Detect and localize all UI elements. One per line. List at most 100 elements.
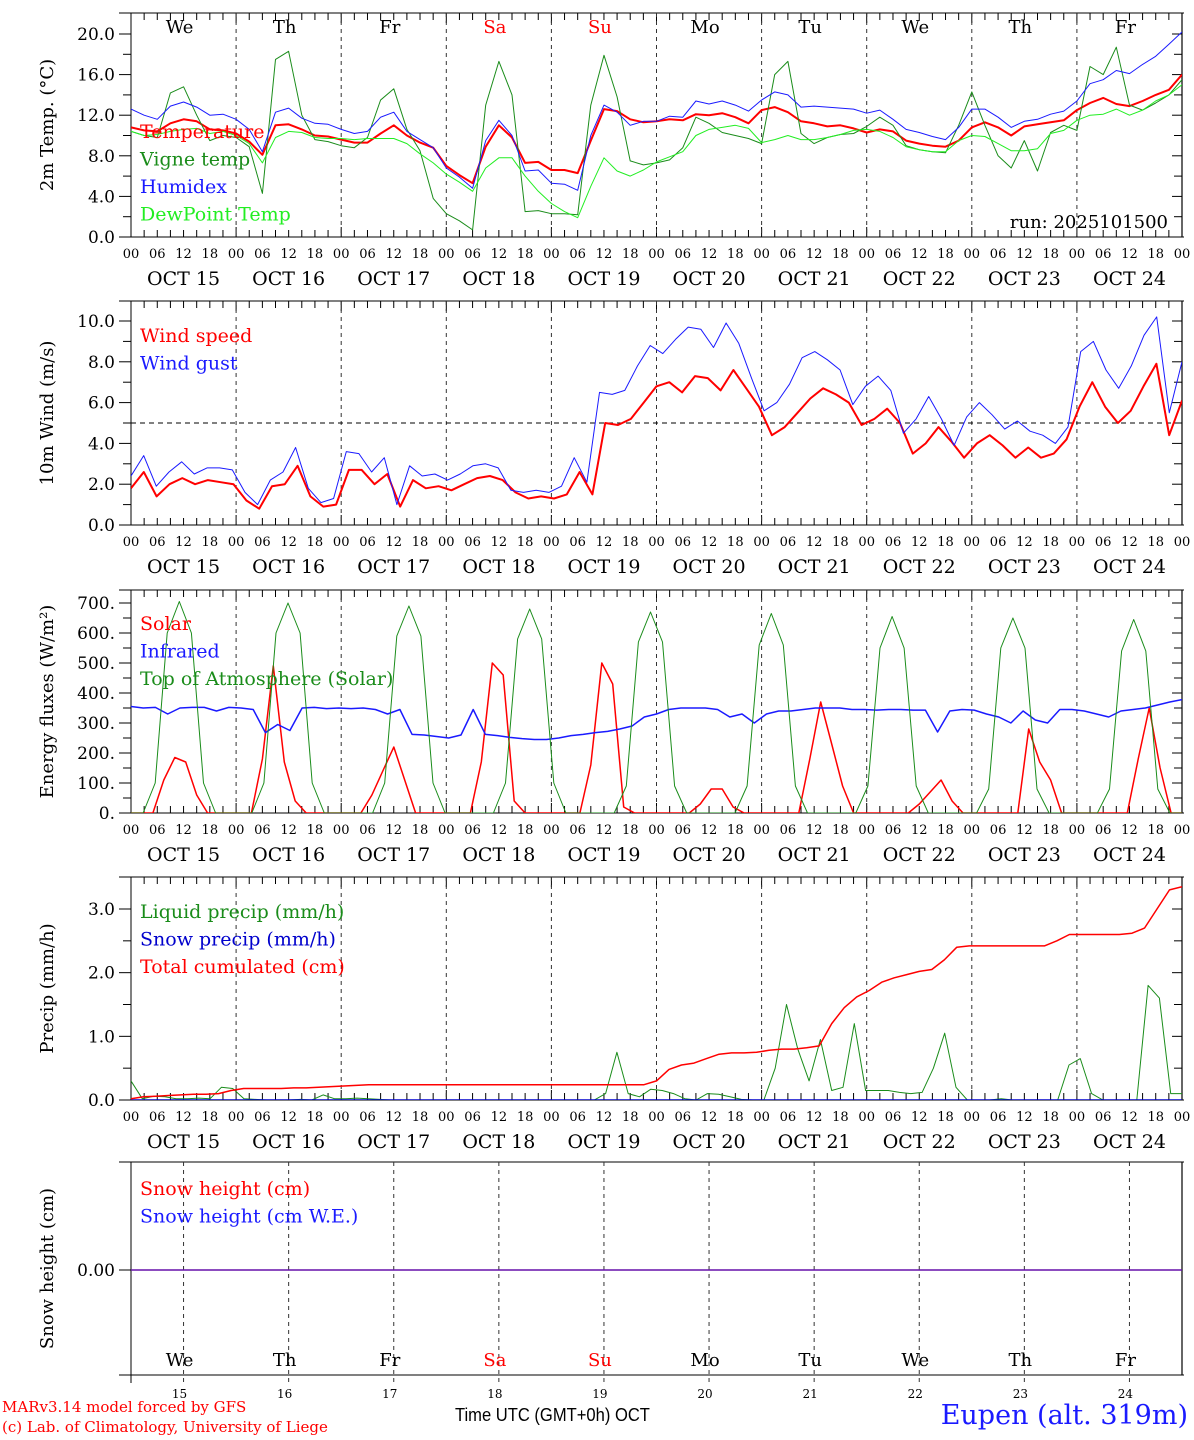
x-hour-label: 18 [937,247,954,262]
y-tick-label: 10.0 [77,312,115,332]
x-hour-label: 18 [1147,1110,1164,1125]
legend-entry: Top of Atmosphere (Solar) [140,668,393,690]
panel-4: 0.0 1.0 2.0 3.0 Precip (mm/h) Liquid precip (… [37,876,1191,1153]
x-hour-label: 18 [307,823,324,838]
x-hour-label: 12 [1016,247,1033,262]
x-hour-label: 00 [543,535,560,550]
x-date-label: OCT 20 [673,556,746,578]
x-hour-label: 06 [675,1110,692,1125]
x-hour-label: 18 [517,823,534,838]
x-hour-label: 00 [1174,535,1191,550]
x-hour-label: 12 [491,247,508,262]
x-hour-label: 12 [385,247,402,262]
panel-3: 0. 100. 200. 300. 400. 500. 600. 700. Energy flu… [37,589,1191,866]
x-hour-label: 18 [622,247,639,262]
panel-1: 0.0 4.0 8.0 12.0 16.0 20.0 2m Temp. (°C) Temper… [37,12,1190,290]
x-hour-label: 00 [964,535,981,550]
x-hour-label: 06 [464,247,481,262]
x-hour-label: 06 [254,1110,271,1125]
x-hour-label: 06 [464,1110,481,1125]
x-hour-label: 00 [648,535,665,550]
x-hour-label: 00 [333,823,350,838]
legend-entry: Vigne temp [139,149,250,171]
location-label: Eupen (alt. 319m) [940,1400,1188,1431]
x-date-label: OCT 21 [778,844,851,866]
x-hour-label: 12 [1121,247,1138,262]
y-tick-label: 300. [77,714,115,734]
x-hour-label: 06 [885,1110,902,1125]
x-hour-label: 06 [254,535,271,550]
weekday-label-bottom: We [166,1350,194,1371]
day-number-label: 17 [382,1387,397,1401]
legend-entry: Temperature [140,121,264,143]
x-hour-label: 00 [648,823,665,838]
x-hour-label: 12 [280,535,297,550]
x-hour-label: 12 [596,823,613,838]
x-hour-label: 12 [911,1110,928,1125]
day-number-label: 20 [697,1387,712,1401]
x-date-label: OCT 24 [1093,268,1166,290]
x-hour-label: 18 [832,823,849,838]
x-hour-label: 00 [228,535,245,550]
y-tick-label: 4.0 [88,187,115,207]
x-date-label: OCT 22 [883,844,956,866]
x-date-label: OCT 15 [147,556,220,578]
x-hour-label: 18 [622,1110,639,1125]
x-hour-label: 12 [806,247,823,262]
x-hour-label: 12 [806,1110,823,1125]
series-line-liquid-precip-mm-h [131,984,1182,1100]
x-hour-label: 00 [1174,1110,1191,1125]
day-number-label: 16 [277,1387,292,1401]
x-date-label: OCT 22 [883,556,956,578]
x-hour-label: 00 [964,247,981,262]
day-number-label: 24 [1118,1387,1134,1401]
x-date-label: OCT 16 [252,844,325,866]
x-date-label: OCT 24 [1093,1131,1166,1153]
x-date-label: OCT 24 [1093,844,1166,866]
x-hour-label: 06 [885,535,902,550]
x-hour-label: 00 [1069,535,1086,550]
x-hour-label: 06 [885,823,902,838]
y-axis-title: Precip (mm/h) [37,923,58,1053]
x-hour-label: 06 [780,247,797,262]
x-hour-label: 00 [333,247,350,262]
x-hour-label: 12 [911,823,928,838]
series-line-total-cumulated-cm [131,885,1182,1100]
y-tick-label: 12.0 [77,106,115,126]
x-hour-label: 18 [622,823,639,838]
x-date-label: OCT 21 [778,1131,851,1153]
x-date-label: OCT 17 [357,844,430,866]
x-hour-label: 12 [701,247,718,262]
x-date-label: OCT 22 [883,268,956,290]
x-hour-label: 06 [780,1110,797,1125]
x-date-label: OCT 20 [673,844,746,866]
y-tick-label: 6.0 [88,394,115,414]
day-number-label: 18 [487,1387,502,1401]
x-hour-label: 00 [1174,823,1191,838]
x-date-label: OCT 15 [147,1131,220,1153]
legend-entry: Humidex [140,176,227,198]
weekday-label-top: Su [588,17,612,38]
y-axis-title: Energy fluxes (W/m²) [37,605,58,799]
x-axis-time-label: Time UTC (GMT+0h) [455,1405,611,1425]
x-hour-label: 06 [675,535,692,550]
x-hour-label: 12 [491,823,508,838]
x-hour-label: 00 [543,823,560,838]
x-date-label: OCT 20 [673,1131,746,1153]
weekday-label-bottom: Su [588,1350,612,1371]
x-hour-label: 00 [228,823,245,838]
x-date-label: OCT 16 [252,268,325,290]
x-hour-label: 06 [780,535,797,550]
y-tick-label: 0.0 [88,1091,115,1111]
x-hour-label: 18 [727,823,744,838]
legend-entry: Total cumulated (cm) [140,956,345,978]
y-tick-label: 8.0 [88,147,115,167]
y-tick-label: 700. [77,594,115,614]
x-date-label: OCT 20 [673,268,746,290]
x-hour-label: 06 [359,247,376,262]
x-date-label: OCT 21 [778,268,851,290]
x-hour-label: 12 [280,1110,297,1125]
series-line-top-of-atmosphere-solar [131,601,1182,813]
x-hour-label: 06 [149,247,166,262]
